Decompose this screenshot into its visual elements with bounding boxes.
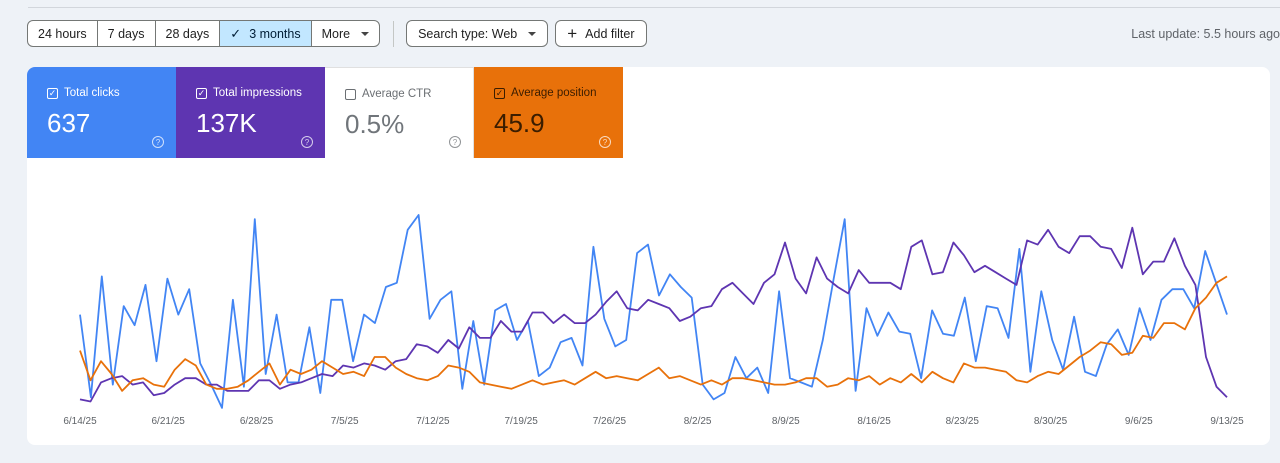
- help-icon[interactable]: ?: [301, 136, 313, 148]
- x-tick-label: 7/12/25: [416, 416, 450, 427]
- toolbar-separator: [393, 20, 395, 47]
- x-tick-label: 8/9/25: [772, 416, 800, 427]
- help-icon[interactable]: ?: [152, 136, 164, 148]
- checkbox-checked-icon[interactable]: ✓: [196, 87, 207, 99]
- caret-down-icon: [361, 31, 370, 36]
- plus-icon: +: [567, 24, 578, 43]
- x-tick-label: 8/2/25: [684, 416, 712, 427]
- series-line-average-position: [79, 275, 1228, 392]
- x-tick-label: 9/13/25: [1210, 416, 1244, 427]
- metric-label-row: Average CTR: [345, 88, 473, 100]
- metric-total-impressions[interactable]: ✓ Total impressions 137K ?: [176, 67, 325, 158]
- range-7-days-button[interactable]: 7 days: [98, 21, 156, 46]
- metric-average-position[interactable]: ✓ Average position 45.9 ?: [474, 67, 623, 158]
- checkbox-checked-icon[interactable]: ✓: [47, 87, 58, 99]
- x-tick-label: 7/26/25: [593, 416, 627, 427]
- metric-average-ctr[interactable]: Average CTR 0.5% ?: [325, 67, 474, 158]
- x-tick-label: 6/28/25: [240, 416, 274, 427]
- check-icon: ✓: [230, 25, 242, 41]
- range-3-months-label: 3 months: [249, 26, 301, 41]
- x-tick-label: 8/16/25: [857, 416, 891, 427]
- search-type-button[interactable]: Search type: Web: [406, 20, 549, 47]
- x-tick-label: 7/5/25: [331, 416, 359, 427]
- more-ranges-button[interactable]: More: [312, 21, 379, 46]
- range-3-months-button[interactable]: ✓ 3 months: [220, 21, 312, 46]
- last-update-text: Last update: 5.5 hours ago: [1131, 27, 1280, 41]
- metric-label-row: ✓ Average position: [494, 87, 623, 99]
- checkbox-unchecked-icon[interactable]: [345, 88, 356, 100]
- total-clicks-value: 637: [47, 108, 91, 138]
- metric-label-row: ✓ Total clicks: [47, 87, 176, 99]
- x-tick-label: 9/6/25: [1125, 416, 1153, 427]
- x-tick-label: 7/19/25: [505, 416, 539, 427]
- range-28-days-button[interactable]: 28 days: [156, 21, 221, 46]
- series-line-total-clicks: [79, 214, 1228, 409]
- series-line-total-impressions: [79, 226, 1228, 403]
- performance-card: ✓ Total clicks 637 ? ✓ Total impressions…: [27, 67, 1270, 445]
- average-position-value: 45.9: [494, 108, 545, 138]
- help-icon[interactable]: ?: [599, 136, 611, 148]
- add-filter-button[interactable]: + Add filter: [555, 20, 647, 47]
- metric-total-clicks[interactable]: ✓ Total clicks 637 ?: [27, 67, 176, 158]
- top-divider: [28, 7, 1280, 8]
- x-tick-label: 8/30/25: [1034, 416, 1068, 427]
- average-ctr-label: Average CTR: [362, 88, 432, 100]
- total-impressions-label: Total impressions: [213, 87, 302, 99]
- x-tick-label: 6/21/25: [152, 416, 186, 427]
- date-toolbar: 24 hours 7 days 28 days ✓ 3 months More …: [27, 20, 654, 47]
- total-clicks-label: Total clicks: [64, 87, 120, 99]
- help-icon[interactable]: ?: [449, 136, 461, 148]
- average-position-label: Average position: [511, 87, 597, 99]
- metric-label-row: ✓ Total impressions: [196, 87, 325, 99]
- average-ctr-value: 0.5%: [345, 109, 405, 139]
- date-range-group: 24 hours 7 days 28 days ✓ 3 months More: [27, 20, 381, 47]
- search-type-label: Search type: Web: [418, 26, 518, 41]
- x-tick-label: 8/23/25: [946, 416, 980, 427]
- add-filter-label: Add filter: [585, 26, 635, 41]
- metric-tiles: ✓ Total clicks 637 ? ✓ Total impressions…: [27, 67, 1270, 158]
- checkbox-checked-icon[interactable]: ✓: [494, 87, 505, 99]
- range-24-hours-button[interactable]: 24 hours: [28, 21, 98, 46]
- performance-line-chart: 6/14/25 6/21/25 6/28/25 7/5/25 7/12/25 7/19/2…: [63, 214, 1244, 427]
- more-label: More: [321, 26, 351, 41]
- x-tick-label: 6/14/25: [63, 416, 97, 427]
- total-impressions-value: 137K: [196, 108, 257, 138]
- caret-down-icon: [528, 31, 537, 36]
